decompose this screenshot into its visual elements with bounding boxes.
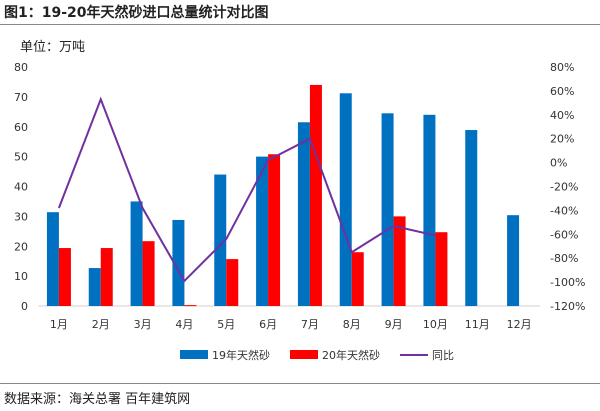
bar-20 [58,248,71,306]
x-tick-label: 4月 [175,318,193,331]
bar-19 [507,215,520,306]
y-left-tick-label: 20 [14,240,28,253]
bar-19 [130,201,143,306]
legend-swatch-1 [290,350,318,359]
bar-19 [214,174,227,306]
legend-swatch-0 [180,350,208,359]
x-tick-label: 2月 [92,318,110,331]
bar-19 [423,114,436,306]
x-tick-label: 8月 [343,318,361,331]
y-left-tick-label: 30 [14,210,28,223]
legend-label-0: 19年天然砂 [212,348,270,362]
bar-20 [184,305,197,307]
x-tick-label: 3月 [134,318,152,331]
y-right-tick-label: -120% [550,300,585,313]
x-tick-label: 6月 [259,318,277,331]
x-tick-label: 1月 [50,318,68,331]
bar-19 [381,113,394,307]
bar-20 [435,232,448,306]
bar-20 [268,154,281,306]
x-tick-label: 12月 [507,318,532,331]
y-left-tick-label: 10 [14,270,28,283]
y-right-tick-label: -60% [550,228,578,241]
y-right-tick-label: -20% [550,181,578,194]
y-right-tick-label: 40% [550,109,574,122]
bar-20 [393,216,406,306]
source-note: 数据来源：海关总署 百年建筑网 [4,392,191,407]
y-left-tick-label: 0 [21,300,28,313]
source-divider [0,383,600,384]
y-left-tick-label: 40 [14,181,28,194]
bar-20 [309,84,322,306]
bar-20 [226,259,239,306]
yoy-line [57,96,436,283]
chart-title: 图1：19-20年天然砂进口总量统计对比图 [4,5,269,21]
unit-label: 单位：万吨 [20,40,86,55]
bar-19 [256,156,269,306]
bar-20 [100,248,113,306]
bar-19 [46,212,59,306]
y-right-tick-label: -100% [550,276,585,289]
x-tick-label: 9月 [385,318,403,331]
bar-19 [339,93,352,306]
x-tick-label: 7月 [301,318,319,331]
y-right-tick-label: 60% [550,85,574,98]
legend-label-1: 20年天然砂 [322,348,380,362]
y-right-tick-label: 0% [550,157,567,170]
y-right-tick-label: -40% [550,204,578,217]
x-tick-label: 5月 [217,318,235,331]
y-right-tick-label: 80% [550,61,574,74]
x-tick-label: 10月 [423,318,448,331]
legend-label-2: 同比 [432,349,454,362]
y-right-tick-label: -80% [550,252,578,265]
y-right-tick-label: 20% [550,133,574,146]
bar-19 [88,268,101,306]
y-left-tick-label: 60 [14,121,28,134]
bar-19 [297,122,310,306]
title-divider [0,24,600,25]
y-left-tick-label: 50 [14,151,28,164]
bar-19 [172,219,185,306]
bar-20 [351,252,364,306]
y-left-tick-label: 80 [14,61,28,74]
bar-20 [142,241,155,306]
bar-19 [465,130,478,306]
x-tick-label: 11月 [465,318,490,331]
y-left-tick-label: 70 [14,91,28,104]
